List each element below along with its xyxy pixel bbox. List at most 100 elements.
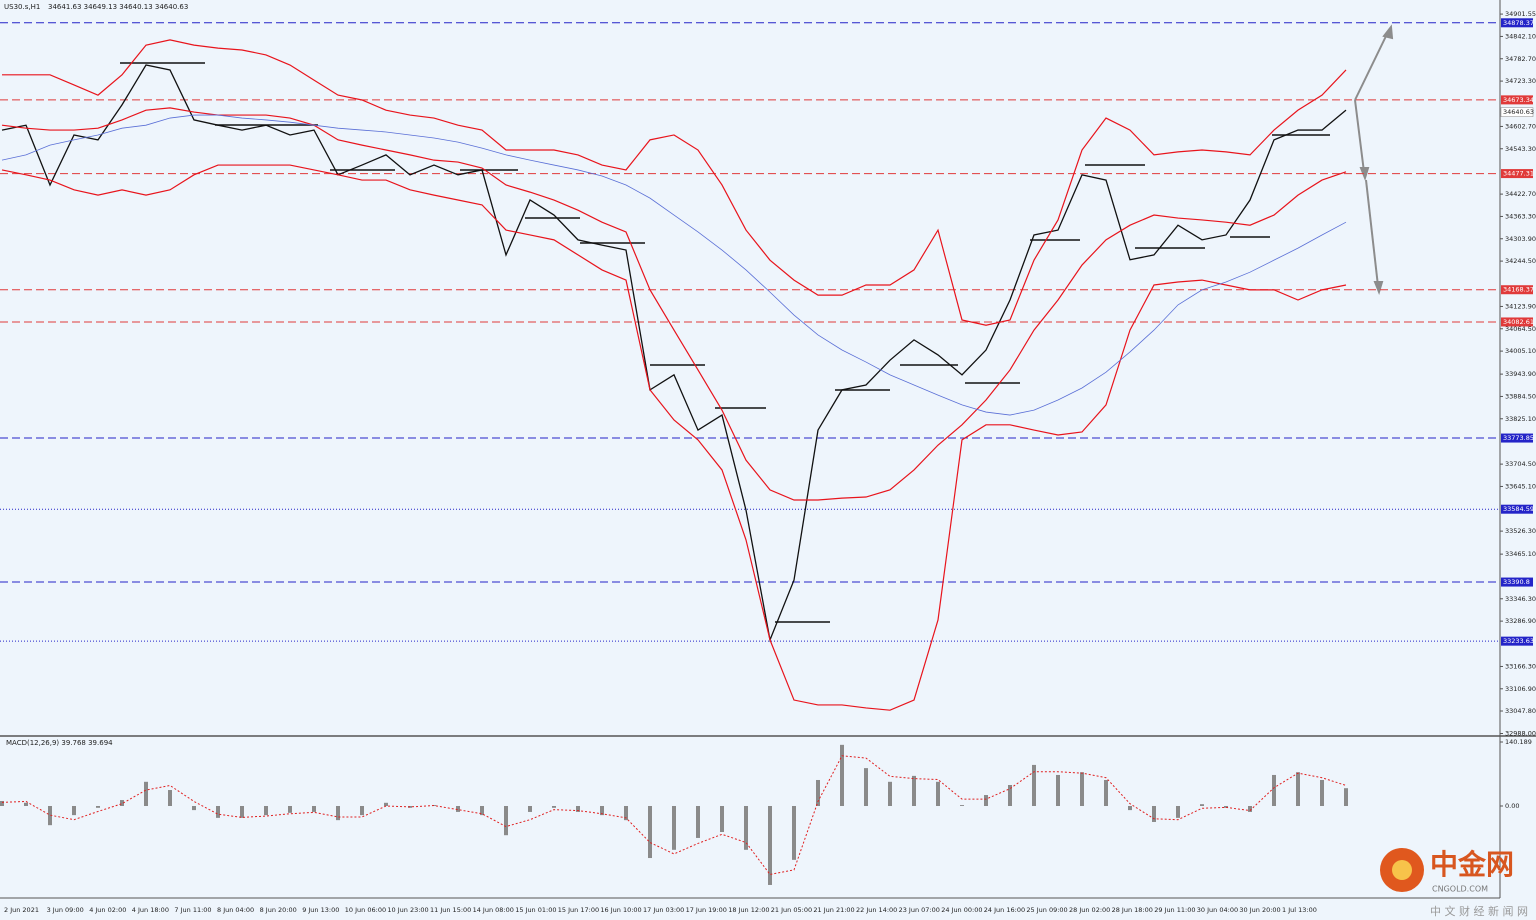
macd-bar: [192, 805, 196, 811]
macd-bar: [1200, 804, 1204, 806]
y-tick-label: 33166.30: [1505, 662, 1536, 670]
y-tick-label: 34363.30: [1505, 212, 1536, 220]
y-tick-label: 34303.90: [1505, 235, 1536, 243]
level-label-box: [1501, 317, 1533, 327]
x-tick-label: 24 Jun 00:00: [941, 906, 982, 914]
macd-bar: [648, 805, 652, 859]
x-tick-label: 8 Jun 20:00: [260, 906, 297, 914]
macd-title: MACD(12,26,9) 39.768 39.694: [6, 739, 113, 747]
indicator-line: [1, 164, 1347, 711]
x-tick-label: 17 Jun 03:00: [643, 906, 684, 914]
macd-bar: [1104, 779, 1108, 806]
x-tick-label: 11 Jun 15:00: [430, 906, 471, 914]
x-tick-label: 24 Jun 16:00: [984, 906, 1025, 914]
x-tick-label: 4 Jun 18:00: [132, 906, 169, 914]
x-tick-label: 18 Jun 12:00: [728, 906, 769, 914]
y-tick-label: 34842.10: [1505, 32, 1536, 40]
macd-bar: [696, 805, 700, 838]
macd-bar: [1272, 774, 1276, 806]
x-tick-label: 23 Jun 07:00: [899, 906, 940, 914]
level-label: 34082.61: [1503, 318, 1534, 326]
macd-bar: [984, 795, 988, 806]
macd-bar: [552, 805, 556, 808]
y-tick-label: 33884.50: [1505, 392, 1536, 400]
macd-bar: [1344, 788, 1348, 806]
y-tick-label: 34422.70: [1505, 190, 1536, 198]
projection-arrows: [1354, 24, 1394, 296]
macd-bar: [1032, 764, 1036, 806]
x-tick-label: 28 Jun 18:00: [1112, 906, 1153, 914]
x-tick-label: 15 Jun 17:00: [558, 906, 599, 914]
watermark-brand: 中金网: [1430, 848, 1514, 881]
y-tick-label: 33047.80: [1505, 707, 1536, 715]
macd-bar: [1224, 805, 1228, 808]
macd-bar: [1152, 805, 1156, 822]
macd-bar: [1128, 805, 1132, 811]
macd-bar: [288, 805, 292, 813]
macd-bar: [528, 805, 532, 812]
y-tick-label: 33346.30: [1505, 595, 1536, 603]
x-tick-label: 4 Jun 02:00: [89, 906, 126, 914]
x-tick-label: 30 Jun 04:00: [1197, 906, 1238, 914]
macd-bar: [24, 802, 28, 806]
macd-bar: [120, 800, 124, 806]
y-tick-label: 34782.70: [1505, 55, 1536, 63]
level-label: 34477.31: [1503, 170, 1534, 178]
macd-bar: [360, 805, 364, 816]
macd-bar: [936, 781, 940, 806]
macd-bar: [720, 805, 724, 833]
level-label: 34878.37: [1503, 19, 1534, 27]
level-label-box: [1501, 169, 1533, 179]
x-tick-label: 14 Jun 08:00: [473, 906, 514, 914]
indicator-line: [2, 39, 1347, 326]
x-tick-label: 15 Jun 01:00: [515, 906, 556, 914]
macd-bar: [504, 805, 508, 836]
macd-bar: [1176, 805, 1180, 818]
x-tick-label: 28 Jun 02:00: [1069, 906, 1110, 914]
watermark-site: CNGOLD.COM: [1432, 885, 1488, 894]
watermark-logo-inner: [1392, 860, 1412, 880]
level-label: 33390.8: [1503, 578, 1530, 586]
y-tick-label: 34123.90: [1505, 302, 1536, 310]
macd-bar: [888, 781, 892, 806]
y-tick-label: 33106.90: [1505, 685, 1536, 693]
macd-bar: [672, 805, 676, 850]
x-tick-label: 16 Jun 10:00: [600, 906, 641, 914]
y-tick-label: 33645.10: [1505, 482, 1536, 490]
y-tick-label: 33465.10: [1505, 550, 1536, 558]
macd-bar: [72, 805, 76, 816]
x-tick-label: 10 Jun 06:00: [345, 906, 386, 914]
macd-bar: [744, 805, 748, 850]
macd-bar: [240, 805, 244, 818]
x-tick-label: 9 Jun 13:00: [302, 906, 339, 914]
macd-bar: [96, 805, 100, 808]
watermark-slogan: 中 文 财 经 新 闻 网: [1430, 904, 1528, 918]
macd-bar: [1008, 785, 1012, 806]
macd-bar: [768, 805, 772, 885]
y-tick-label: 34602.70: [1505, 122, 1536, 130]
macd-bar: [624, 805, 628, 821]
macd-bar: [864, 768, 868, 806]
ohlc-text: 34641.63 34649.13 34640.13 34640.63: [48, 3, 188, 11]
macd-bar: [312, 805, 316, 812]
indicator-line: [1, 114, 1347, 416]
macd-bar: [960, 805, 964, 806]
y-tick-label: 34901.55: [1505, 10, 1536, 18]
macd-bar: [1056, 774, 1060, 806]
y-tick-label: 140.189: [1505, 738, 1532, 746]
y-tick-label: 33943.90: [1505, 370, 1536, 378]
x-tick-label: 10 Jun 23:00: [387, 906, 428, 914]
level-label: 33773.85: [1503, 434, 1534, 442]
macd-bar: [576, 805, 580, 812]
y-tick-label: 32988.00: [1505, 729, 1536, 737]
macd-bar: [1320, 779, 1324, 806]
level-label-box: [1501, 577, 1533, 587]
y-tick-label: 33825.10: [1505, 415, 1536, 423]
x-tick-label: 29 Jun 11:00: [1154, 906, 1195, 914]
level-label-box: [1501, 285, 1533, 295]
level-label-box: [1501, 95, 1533, 105]
macd-bar: [840, 744, 844, 806]
x-tick-label: 3 Jun 09:00: [47, 906, 84, 914]
macd-bar: [1080, 772, 1084, 806]
